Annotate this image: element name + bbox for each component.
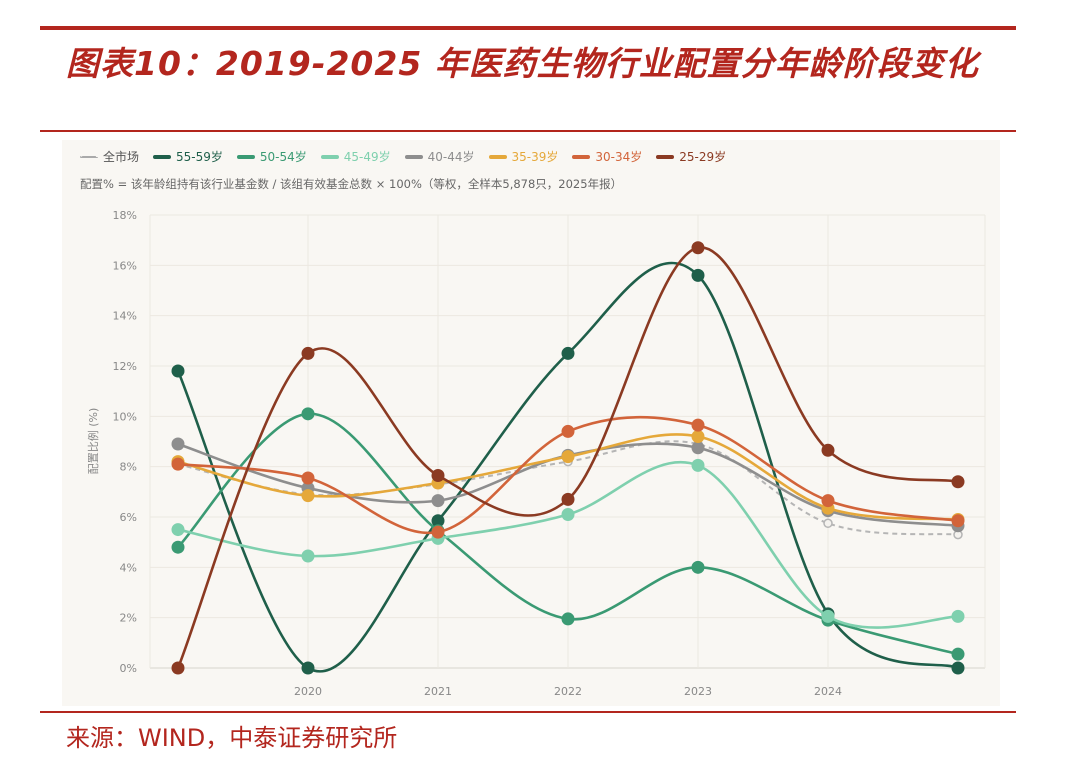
- data-point: [691, 268, 705, 282]
- legend-item: 50-54岁: [236, 148, 307, 165]
- y-tick-label: 8%: [120, 461, 137, 474]
- data-point: [561, 612, 575, 626]
- legend-swatch: [404, 154, 423, 159]
- data-point: [691, 418, 705, 432]
- legend-item: 55-59岁: [153, 148, 223, 165]
- legend-label: 35-39岁: [511, 150, 559, 164]
- data-point: [951, 661, 965, 675]
- legend-swatch: [656, 154, 675, 159]
- source-note: 来源：WIND，中泰证券研究所: [66, 724, 398, 752]
- data-point: [823, 518, 833, 529]
- legend-swatch: [572, 154, 591, 159]
- legend-label: 50-54岁: [259, 150, 307, 164]
- legend-item: 全市场: [80, 148, 139, 165]
- legend-label: 55-59岁: [176, 150, 223, 164]
- legend-swatch: [236, 154, 255, 159]
- legend-swatch: [80, 155, 98, 158]
- data-point: [301, 471, 315, 485]
- chart-note: 配置% = 该年龄组持有该行业基金数 / 该组有效基金总数 × 100%（等权，…: [80, 177, 623, 191]
- x-tick-label: 2020: [294, 685, 322, 698]
- data-point: [301, 661, 315, 675]
- data-point: [171, 457, 185, 471]
- data-point: [561, 346, 575, 360]
- y-tick-label: 10%: [113, 410, 137, 423]
- legend-item: 40-44岁: [404, 148, 475, 165]
- data-point: [691, 241, 705, 255]
- data-point: [301, 407, 315, 421]
- data-point: [171, 540, 185, 554]
- data-point: [171, 661, 185, 675]
- legend-label: 45-49岁: [343, 150, 391, 164]
- legend-swatch: [320, 154, 339, 159]
- bottom-rule: [40, 711, 1016, 713]
- legend: 全市场 55-59岁 50-54岁 45-49岁 40-44岁 35-39岁 30-34岁 2…: [80, 148, 726, 165]
- data-point: [301, 489, 315, 503]
- data-point: [431, 494, 445, 508]
- legend-item: 30-34岁: [572, 148, 642, 165]
- data-point: [561, 492, 575, 506]
- data-point: [691, 560, 705, 574]
- data-point: [691, 458, 705, 472]
- y-tick-label: 16%: [113, 259, 137, 272]
- x-tick-label: 2022: [554, 685, 582, 698]
- data-point: [431, 468, 445, 482]
- legend-swatch: [488, 154, 507, 159]
- data-point: [691, 441, 705, 455]
- legend-item: 45-49岁: [320, 148, 391, 165]
- data-point: [301, 549, 315, 563]
- legend-swatch: [153, 154, 172, 159]
- data-point: [951, 609, 965, 623]
- data-point: [171, 364, 185, 378]
- legend-label: 全市场: [103, 150, 140, 164]
- legend-item: 25-29岁: [656, 148, 726, 165]
- y-tick-label: 12%: [113, 360, 137, 373]
- data-point: [561, 450, 575, 464]
- data-point: [821, 609, 835, 623]
- data-point: [171, 523, 185, 537]
- data-point: [951, 514, 965, 528]
- legend-label: 40-44岁: [427, 150, 475, 164]
- data-point: [951, 475, 965, 489]
- y-tick-label: 14%: [113, 310, 137, 323]
- figure-title: 图表10：2019-2025 年医药生物行业配置分年龄阶段变化: [66, 44, 979, 83]
- data-point: [821, 494, 835, 508]
- legend-label: 25-29岁: [679, 150, 727, 164]
- chart-panel: [62, 140, 1000, 706]
- y-tick-label: 0%: [120, 662, 137, 675]
- x-tick-label: 2021: [424, 685, 452, 698]
- data-point: [561, 507, 575, 521]
- y-axis-label: 配置比例 (%): [86, 408, 100, 475]
- data-point: [431, 514, 445, 528]
- x-tick-label: 2024: [814, 685, 842, 698]
- data-point: [821, 443, 835, 457]
- data-point: [691, 429, 705, 443]
- y-tick-label: 18%: [113, 209, 137, 222]
- data-point: [171, 437, 185, 451]
- data-point: [301, 346, 315, 360]
- y-tick-label: 2%: [120, 612, 137, 625]
- legend-item: 35-39岁: [488, 148, 559, 165]
- legend-label: 30-34岁: [595, 150, 643, 164]
- data-point: [561, 424, 575, 438]
- data-point: [431, 525, 445, 539]
- y-tick-label: 4%: [120, 561, 137, 574]
- top-rule: [40, 26, 1016, 30]
- data-point: [951, 647, 965, 661]
- y-tick-label: 6%: [120, 511, 137, 524]
- x-tick-label: 2023: [684, 685, 712, 698]
- title-rule: [40, 130, 1016, 132]
